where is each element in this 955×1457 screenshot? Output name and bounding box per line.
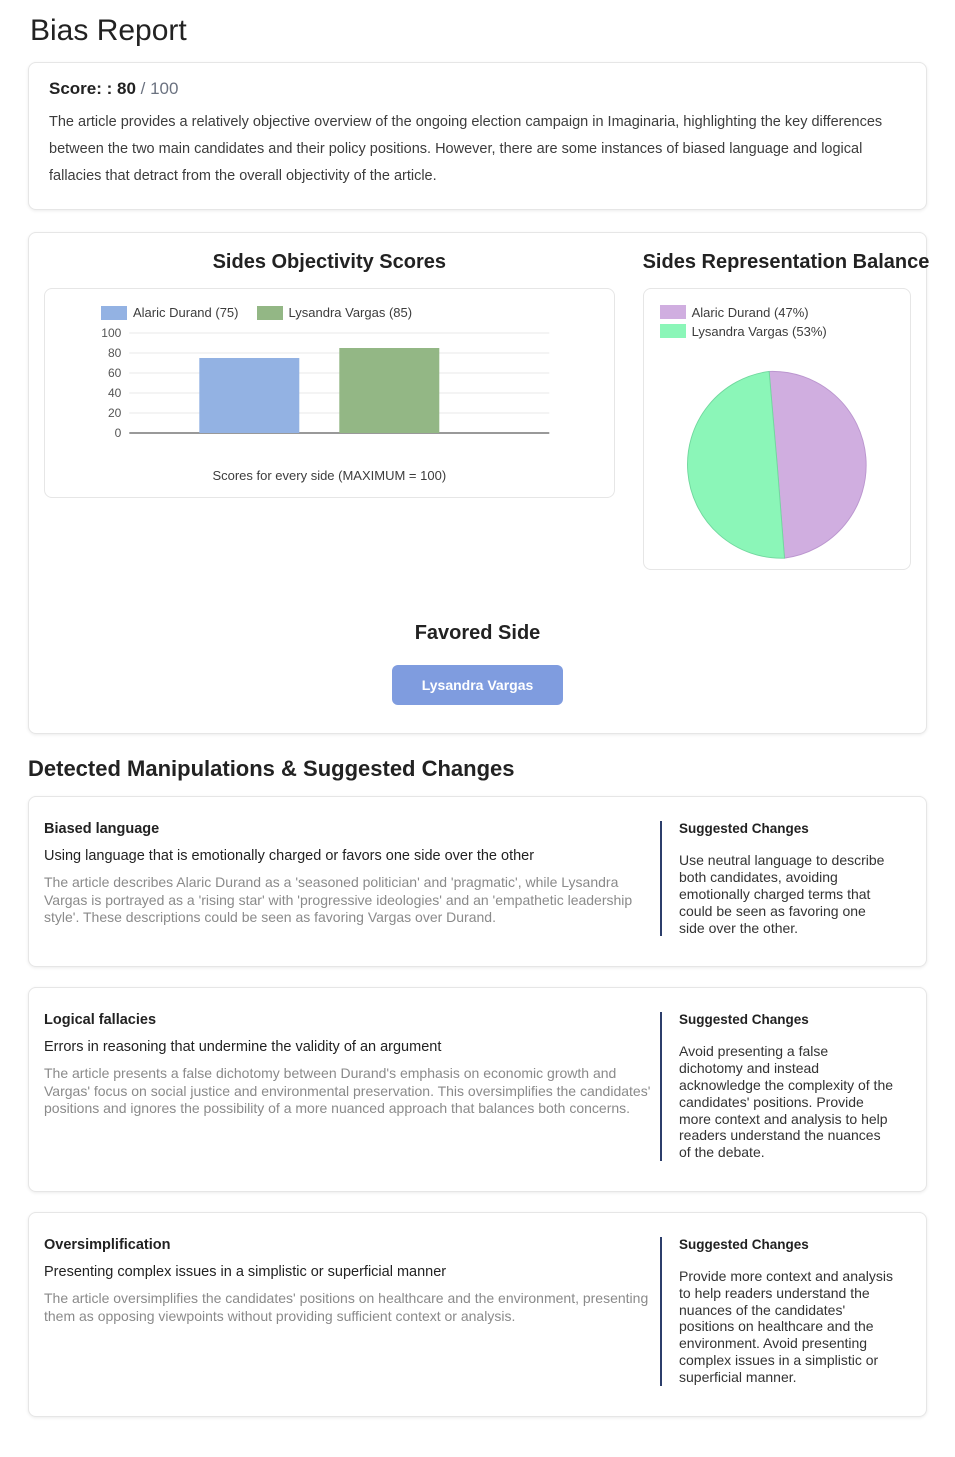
svg-text:0: 0 (115, 426, 122, 440)
svg-text:100: 100 (101, 327, 121, 340)
svg-text:60: 60 (108, 366, 122, 380)
svg-text:40: 40 (108, 386, 122, 400)
svg-text:80: 80 (108, 346, 122, 360)
svg-text:20: 20 (108, 406, 122, 420)
